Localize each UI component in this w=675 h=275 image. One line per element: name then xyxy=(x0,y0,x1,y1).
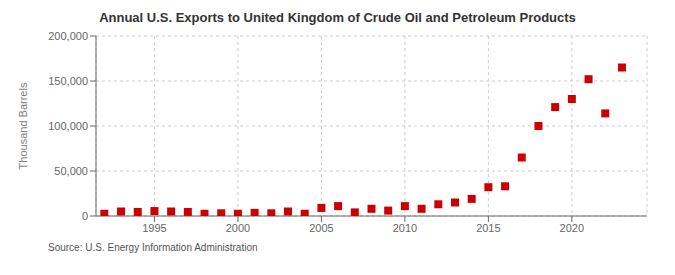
svg-text:200,000: 200,000 xyxy=(48,30,88,42)
html-text:Source: U.S. Energy Informatio: Source: U.S. Energy Information Administ… xyxy=(48,242,258,253)
svg-text:2005: 2005 xyxy=(309,222,333,234)
svg-text:2020: 2020 xyxy=(560,222,584,234)
html-text:Annual U.S. Exports to United: Annual U.S. Exports to United Kingdom of… xyxy=(99,10,576,25)
svg-text:100,000: 100,000 xyxy=(48,120,88,132)
svg-text:150,000: 150,000 xyxy=(48,75,88,87)
svg-text:1995: 1995 xyxy=(142,222,166,234)
svg-text:2015: 2015 xyxy=(476,222,500,234)
svg-text:50,000: 50,000 xyxy=(54,165,88,177)
svg-text:2000: 2000 xyxy=(226,222,250,234)
svg-text:2010: 2010 xyxy=(393,222,417,234)
svg-text:Thousand Barrels: Thousand Barrels xyxy=(17,82,29,169)
svg-text:0: 0 xyxy=(82,210,88,222)
